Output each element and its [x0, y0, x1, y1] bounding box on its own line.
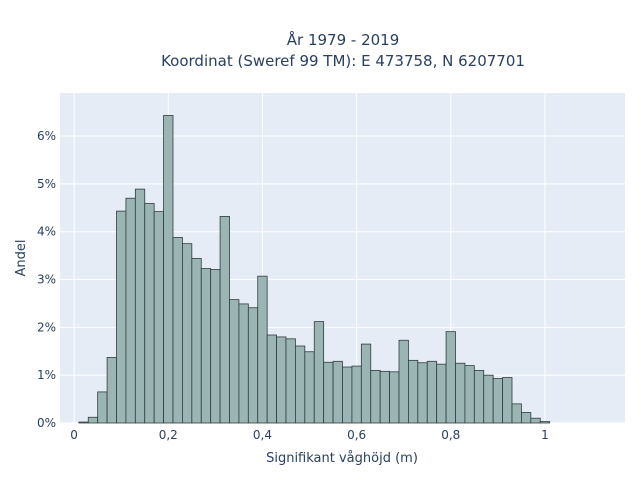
- histogram-bar-44: [492, 378, 503, 424]
- histogram-bar-23: [295, 345, 306, 424]
- histogram-bar-24: [304, 351, 315, 424]
- histogram-bar-34: [398, 339, 409, 424]
- y-tick-label-1: 1%: [37, 368, 56, 382]
- y-tick-label-6: 6%: [37, 129, 56, 143]
- chart-subtitle: Koordinat (Sweref 99 TM): E 473758, N 62…: [161, 52, 525, 70]
- histogram-bar-16: [229, 299, 240, 424]
- histogram-bar-43: [483, 374, 494, 424]
- histogram-bar-8: [153, 211, 164, 424]
- histogram-bar-2: [97, 391, 108, 424]
- histogram-bar-29: [351, 365, 362, 424]
- histogram-bar-7: [144, 203, 155, 424]
- y-tick-label-2: 2%: [37, 320, 56, 334]
- histogram-bar-26: [323, 361, 334, 424]
- histogram-bar-48: [530, 417, 541, 424]
- histogram-bar-4: [116, 210, 127, 424]
- histogram-bar-38: [436, 363, 447, 424]
- chart-title: År 1979 - 2019: [287, 30, 400, 49]
- histogram-bar-47: [521, 412, 532, 424]
- histogram-bar-10: [172, 237, 183, 424]
- y-tick-label-3: 3%: [37, 273, 56, 287]
- histogram-bar-15: [219, 215, 230, 424]
- histogram-bar-30: [360, 343, 372, 424]
- x-tick-label-5: 1: [541, 428, 549, 442]
- histogram-bar-12: [191, 258, 202, 424]
- y-tick-label-4: 4%: [37, 225, 56, 239]
- histogram-bar-32: [379, 370, 390, 424]
- x-tick-label-4: 0,8: [441, 428, 460, 442]
- y-axis-title: Andel: [14, 240, 29, 277]
- histogram-bar-6: [134, 188, 146, 424]
- histogram-bar-9: [163, 115, 174, 424]
- histogram-bar-39: [445, 331, 456, 424]
- histogram-bar-37: [426, 360, 438, 424]
- histogram-bar-1: [87, 416, 99, 424]
- x-tick-label-2: 0,4: [253, 428, 272, 442]
- x-axis-title: Signifikant våghöjd (m): [266, 451, 418, 466]
- histogram-bar-45: [502, 377, 513, 424]
- histogram-bars: [78, 115, 551, 424]
- x-tick-label-1: 0,2: [159, 428, 178, 442]
- histogram-bar-22: [285, 338, 296, 424]
- y-tick-label-0: 0%: [37, 416, 56, 430]
- x-tick-label-0: 0: [70, 428, 78, 442]
- histogram-bar-35: [408, 359, 419, 424]
- histogram-bar-17: [238, 303, 249, 424]
- histogram-bar-33: [389, 371, 400, 424]
- x-axis-ticks: 0 0,2 0,4 0,6 0,8 1: [70, 428, 548, 442]
- histogram-bar-5: [125, 197, 136, 424]
- histogram-bar-49: [539, 421, 551, 424]
- histogram-bar-0: [78, 421, 89, 424]
- histogram-bar-46: [511, 403, 522, 424]
- histogram-bar-20: [266, 334, 277, 424]
- histogram-bar-14: [210, 269, 221, 424]
- histogram-bar-41: [464, 365, 475, 424]
- histogram-bar-11: [182, 243, 193, 424]
- histogram-bar-40: [455, 362, 466, 424]
- histogram-bar-13: [200, 268, 212, 424]
- histogram-bar-28: [342, 366, 353, 424]
- y-tick-label-5: 5%: [37, 177, 56, 191]
- histogram-bar-42: [473, 369, 485, 424]
- histogram-bar-18: [247, 307, 259, 424]
- histogram-bar-25: [313, 321, 325, 424]
- y-axis-ticks: 0% 1% 2% 3% 4% 5% 6%: [37, 129, 56, 430]
- histogram-bar-19: [257, 275, 268, 424]
- histogram-bar-27: [332, 360, 343, 424]
- histogram-bar-21: [276, 336, 287, 424]
- histogram-bar-3: [106, 357, 117, 424]
- histogram-bar-31: [370, 369, 381, 424]
- x-tick-label-3: 0,6: [347, 428, 366, 442]
- histogram-bar-36: [417, 362, 428, 424]
